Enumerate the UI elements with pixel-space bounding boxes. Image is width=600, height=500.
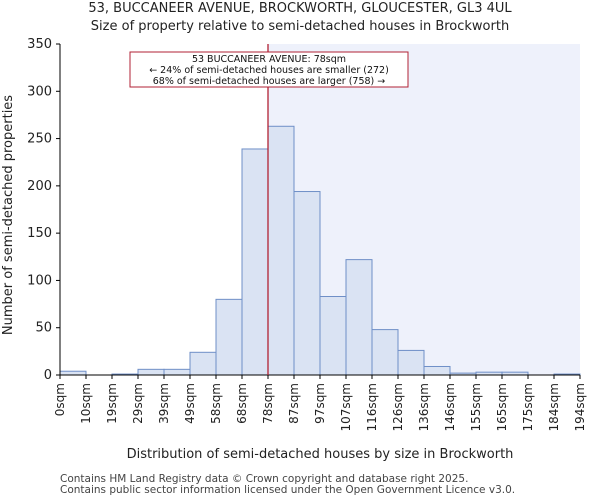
histogram-bar bbox=[215, 298, 243, 376]
footer-copyright: Contains HM Land Registry data © Crown c… bbox=[60, 473, 469, 485]
histogram-bar bbox=[345, 259, 373, 376]
y-axis-label: Number of semi-detached properties bbox=[1, 95, 16, 335]
x-tick-label: 126sqm bbox=[391, 383, 405, 431]
y-tick-label: 200 bbox=[27, 179, 52, 194]
x-tick-label: 49sqm bbox=[183, 383, 197, 424]
x-tick-label: 107sqm bbox=[339, 383, 353, 431]
y-tick-label: 300 bbox=[27, 84, 52, 99]
y-tick-label: 250 bbox=[27, 132, 52, 147]
x-tick-label: 0sqm bbox=[53, 383, 67, 416]
histogram-bar bbox=[241, 148, 269, 376]
annotation-line-3: 68% of semi-detached houses are larger (… bbox=[153, 76, 386, 87]
x-tick-label: 10sqm bbox=[79, 383, 93, 424]
x-tick-label: 165sqm bbox=[495, 383, 509, 431]
x-tick-label: 146sqm bbox=[443, 383, 457, 431]
x-tick-label: 97sqm bbox=[313, 383, 327, 424]
histogram-chart: 0 50 100 150 200 250 300 350 0sqm 10sqm 19sqm 29sqm… bbox=[1, 37, 587, 462]
histogram-bar bbox=[397, 349, 425, 376]
footer-licence: Contains public sector information licen… bbox=[60, 484, 516, 496]
x-tick-label: 87sqm bbox=[287, 383, 301, 424]
x-tick-label: 68sqm bbox=[235, 383, 249, 424]
x-tick-label: 58sqm bbox=[209, 383, 223, 424]
histogram-bar bbox=[293, 191, 321, 376]
histogram-bar bbox=[163, 368, 191, 376]
x-tick-label: 29sqm bbox=[131, 383, 145, 424]
annotation-box: 53 BUCCANEER AVENUE: 78sqm ← 24% of semi… bbox=[129, 51, 409, 88]
annotation-line-2: ← 24% of semi-detached houses are smalle… bbox=[149, 65, 389, 76]
annotation-line-1: 53 BUCCANEER AVENUE: 78sqm bbox=[192, 54, 346, 65]
x-tick-label: 155sqm bbox=[469, 383, 483, 431]
chart-subtitle: Size of property relative to semi-detach… bbox=[90, 19, 510, 34]
y-tick-label: 50 bbox=[35, 321, 52, 336]
x-tick-label: 175sqm bbox=[521, 383, 535, 431]
y-tick-label: 150 bbox=[27, 226, 52, 241]
y-tick-label: 100 bbox=[27, 273, 52, 288]
histogram-bar bbox=[59, 370, 87, 376]
x-tick-label: 78sqm bbox=[261, 383, 275, 424]
histogram-bar bbox=[423, 365, 451, 376]
histogram-bar bbox=[371, 329, 399, 376]
chart-title: 53, BUCCANEER AVENUE, BROCKWORTH, GLOUCE… bbox=[88, 1, 512, 16]
x-axis-label: Distribution of semi-detached houses by … bbox=[127, 447, 514, 462]
x-tick-label: 136sqm bbox=[417, 383, 431, 431]
histogram-bar bbox=[319, 296, 347, 376]
histogram-bar bbox=[137, 368, 165, 376]
histogram-bar bbox=[189, 351, 217, 376]
x-tick-label: 19sqm bbox=[105, 383, 119, 424]
y-tick-label: 350 bbox=[27, 37, 52, 52]
x-tick-label: 39sqm bbox=[157, 383, 171, 424]
y-tick-label: 0 bbox=[44, 368, 52, 383]
x-tick-label: 184sqm bbox=[547, 383, 561, 431]
x-tick-label: 116sqm bbox=[365, 383, 379, 431]
histogram-bar bbox=[267, 125, 295, 376]
x-tick-label: 194sqm bbox=[573, 383, 587, 431]
